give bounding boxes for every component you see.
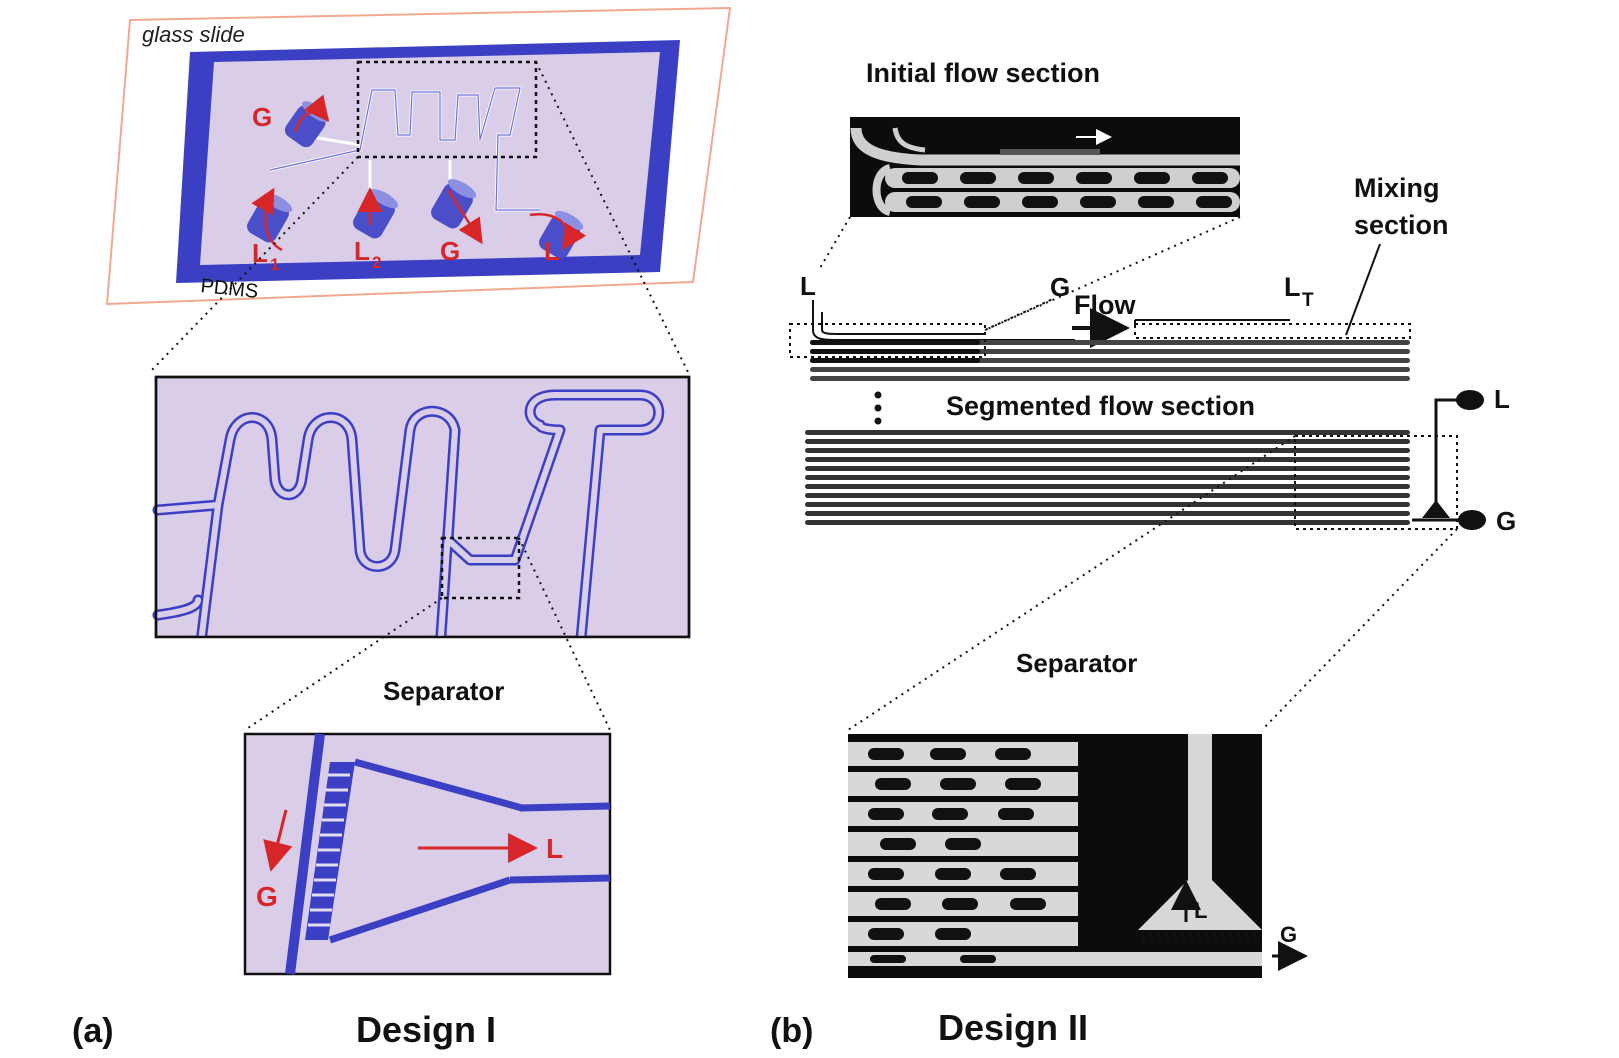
glass-slide-label: glass slide — [142, 22, 245, 47]
mit-inset-mask-bottom — [156, 637, 689, 657]
panel-a-letter: (a) — [72, 1012, 114, 1050]
panel-b: Initial flow section Mixing section — [770, 58, 1516, 1050]
separator-l-label: L — [1194, 898, 1207, 923]
flow-label: Flow — [1074, 290, 1136, 320]
outlet-g-label: G — [1496, 506, 1516, 536]
chip-flow-arrows — [251, 94, 587, 252]
mixing-box-left — [789, 323, 986, 358]
sep-zoom-line-right — [518, 537, 611, 731]
initial-zoom-line-right — [984, 216, 1241, 331]
zoom-line-right — [535, 61, 689, 373]
outlet-l-label: L — [1494, 384, 1510, 414]
sep-b-zoom-line-left — [847, 435, 1296, 731]
separator-zoom-box — [440, 536, 521, 600]
separator-title-b: Separator — [1016, 648, 1137, 678]
mit-channel-inner — [155, 392, 662, 653]
initial-zoom-line-left — [819, 216, 851, 269]
design-i-label: Design I — [356, 1009, 496, 1050]
mixing-section-line1: Mixing — [1354, 173, 1440, 203]
outlet-channels — [1412, 390, 1486, 530]
zoom-line-left — [149, 156, 359, 373]
separator-label-g: G — [256, 881, 278, 912]
separator-fins — [308, 773, 350, 927]
mit-inset-frame — [154, 375, 691, 639]
inlet-g-label: G — [1050, 272, 1070, 302]
separator-g-label: G — [1280, 922, 1297, 947]
mixing-pointer — [1345, 243, 1381, 336]
port-label-l-out: L — [544, 236, 560, 266]
g-bracket — [984, 297, 1056, 331]
sep-b-zoom-line-right — [1261, 528, 1458, 731]
lt-label: L — [1284, 272, 1301, 302]
mixing-box-right — [1134, 323, 1411, 339]
separator-title-a: Separator — [383, 676, 504, 706]
port-label-g-bottom: G — [440, 236, 460, 266]
separator-label-l: L — [546, 833, 563, 864]
port-label-l1-sub: 1 — [270, 255, 279, 274]
initial-flow-channels — [850, 127, 1240, 216]
inlet-l-label: L — [800, 271, 816, 301]
segmented-flow-title: Segmented flow section — [946, 391, 1255, 421]
panel-a: glass slide PDMS — [72, 6, 732, 1050]
port-label-l2-sub: 2 — [372, 253, 381, 272]
port-label-l1: L — [252, 238, 268, 268]
design-ii-label: Design II — [938, 1007, 1088, 1048]
sep-zoom-line-left — [244, 597, 443, 731]
chip-channels-outline — [269, 87, 540, 211]
chip-zoom-box — [356, 60, 538, 159]
panel-b-letter: (b) — [770, 1012, 813, 1050]
lt-sub: T — [1302, 290, 1314, 311]
serpentine-top-dark — [810, 340, 980, 363]
initial-flow-title: Initial flow section — [866, 58, 1100, 88]
port-label-l2: L — [354, 236, 370, 266]
separator-micrograph-channels — [848, 734, 1262, 966]
vertical-ellipsis — [874, 391, 882, 425]
mixing-section-line2: section — [1354, 210, 1449, 240]
port-label-g-top: G — [252, 102, 272, 132]
separator-arrow-g — [263, 809, 293, 872]
separator-zoom-box-b — [1294, 435, 1458, 530]
serpentine-bottom — [805, 430, 1410, 525]
